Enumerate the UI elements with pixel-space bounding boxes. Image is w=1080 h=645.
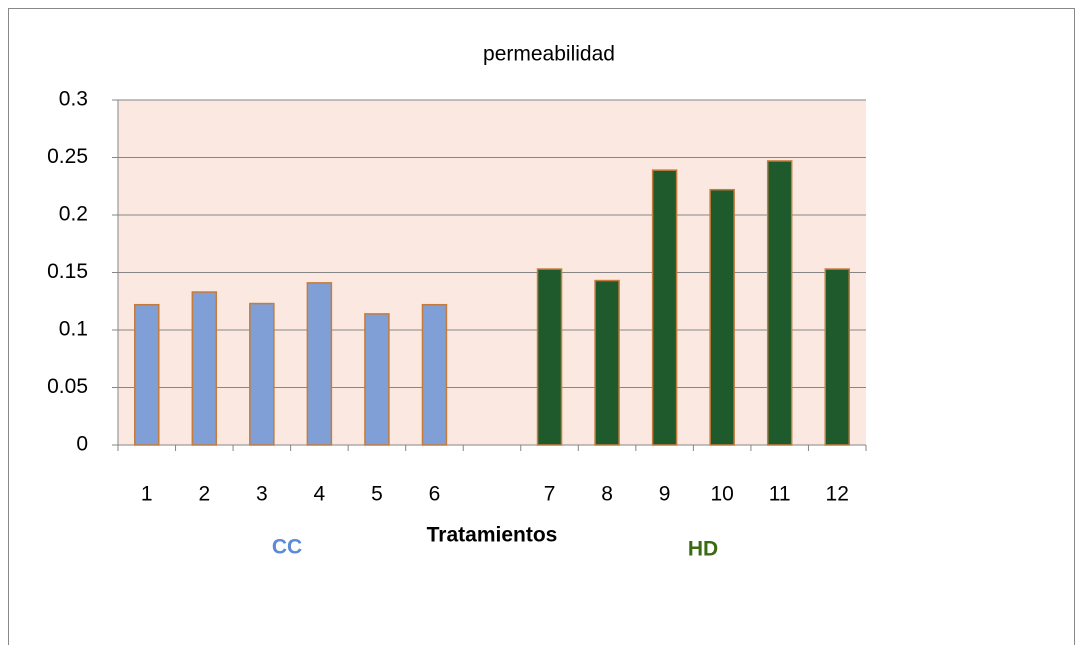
legend-label: HD	[688, 538, 718, 561]
bar	[536, 268, 563, 446]
bar	[191, 291, 218, 446]
x-tick-label: 7	[544, 483, 556, 506]
y-tick-label: 0.05	[47, 375, 88, 398]
x-axis-label: Tratamientos	[427, 524, 558, 547]
bar	[824, 268, 850, 446]
x-tick-label: 3	[256, 483, 268, 506]
bar	[651, 169, 678, 446]
x-tick-label: 8	[601, 483, 613, 506]
y-tick-label: 0.2	[59, 203, 88, 226]
x-tick-label: 10	[710, 483, 733, 506]
x-tick-label: 5	[371, 483, 383, 506]
x-tick-label: 12	[826, 483, 849, 506]
x-tick-label: 2	[198, 483, 210, 506]
bar	[134, 303, 160, 446]
y-tick-label: 0.15	[47, 260, 88, 283]
legend-label: CC	[272, 536, 302, 559]
bar	[306, 282, 333, 446]
y-tick-label: 0.25	[47, 145, 88, 168]
bar	[249, 302, 275, 446]
y-tick-label: 0.3	[59, 88, 88, 111]
chart-title: permeabilidad	[483, 43, 615, 66]
bar	[594, 279, 620, 446]
x-tick-label: 4	[314, 483, 326, 506]
x-tick-label: 1	[141, 483, 153, 506]
bar	[421, 303, 448, 446]
y-tick-label: 0	[76, 433, 88, 456]
bar	[364, 313, 390, 446]
y-tick-label: 0.1	[59, 318, 88, 341]
x-tick-label: 6	[429, 483, 441, 506]
bar	[709, 188, 735, 446]
x-tick-label: 11	[769, 483, 791, 506]
x-tick-label: 9	[659, 483, 671, 506]
bar	[766, 160, 793, 446]
